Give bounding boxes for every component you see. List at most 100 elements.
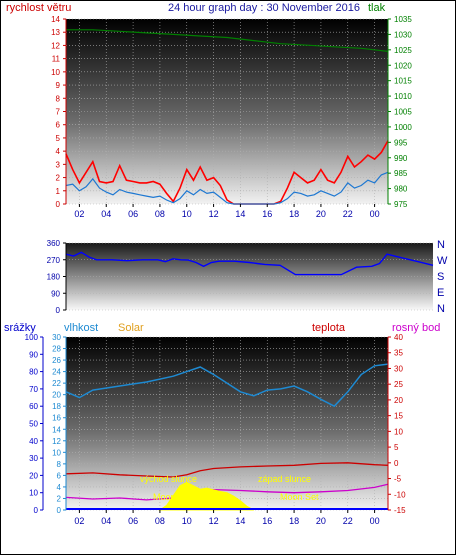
temp-tick-label: 5 — [394, 443, 399, 452]
x-tick-label: 08 — [155, 516, 165, 526]
left-tick-label: 7 — [56, 108, 61, 117]
x-tick-label: 04 — [101, 209, 111, 219]
rain-tick-label: 0 — [34, 506, 39, 515]
x-tick-label: 06 — [128, 516, 138, 526]
grid-1 — [66, 18, 388, 205]
left-tick-label: 1 — [56, 187, 61, 196]
left-tick-label: 14 — [51, 15, 60, 24]
x-tick-label: 12 — [209, 209, 219, 219]
humidity-tick-label: 28 — [52, 345, 61, 354]
temp-tick-label: -15 — [394, 506, 406, 515]
series-line-direction — [65, 251, 434, 276]
right-tick-label: 975 — [394, 200, 408, 209]
right-tick-label: 990 — [394, 154, 408, 163]
axes-1: 02 04 06 08 10 12 14 16 18 20 22 000123456789101112… — [51, 15, 412, 219]
right-tick-label: 1000 — [394, 123, 412, 132]
left-tick-label: 0 — [56, 306, 61, 315]
series-line-teplota — [65, 462, 389, 478]
left-tick-label: 10 — [51, 68, 60, 77]
annotation-sunset: západ slunce — [258, 474, 311, 484]
right-tick-label: 1005 — [394, 108, 412, 117]
x-tick-label: 00 — [370, 209, 380, 219]
series-line-gust — [65, 140, 389, 205]
left-tick-label: 0 — [56, 200, 61, 209]
left-tick-label: 90 — [51, 289, 60, 298]
temp-tick-label: 40 — [394, 333, 403, 342]
axis-label-rain: srážky — [4, 322, 36, 334]
temp-tick-label: 20 — [394, 396, 403, 405]
right-axis-label-1: tlak — [368, 2, 386, 14]
humidity-tick-label: 12 — [52, 437, 61, 446]
humidity-tick-label: 8 — [57, 460, 62, 469]
left-axis-label-1: rychlost větru — [6, 2, 71, 14]
series-line-tlak — [66, 29, 389, 52]
axes-3: 02 04 06 08 10 12 14 16 18 20 22 000246810121416182… — [25, 333, 406, 526]
left-tick-label: 360 — [47, 239, 61, 248]
left-tick-label: 4 — [56, 147, 61, 156]
rain-tick-label: 40 — [29, 437, 38, 446]
x-tick-label: 02 — [74, 209, 84, 219]
series-line-vlhkost — [65, 363, 389, 408]
plot-area-3 — [66, 337, 388, 510]
humidity-tick-label: 6 — [57, 471, 62, 480]
left-tick-label: 3 — [56, 160, 61, 169]
grid-3 — [66, 336, 388, 511]
temp-tick-label: 25 — [394, 380, 403, 389]
x-tick-label: 20 — [316, 516, 326, 526]
rain-tick-label: 30 — [29, 454, 38, 463]
x-tick-label: 14 — [235, 516, 245, 526]
annotations-3: východ slunce západ slunce Moon Ri Moon … — [140, 474, 319, 502]
series-1 — [65, 29, 389, 205]
humidity-tick-label: 26 — [52, 356, 61, 365]
rain-tick-label: 80 — [29, 368, 38, 377]
x-tick-label: 12 — [209, 516, 219, 526]
right-tick-label: 1020 — [394, 61, 412, 70]
temp-tick-label: 35 — [394, 349, 403, 358]
x-tick-label: 16 — [262, 209, 272, 219]
x-tick-label: 02 — [74, 516, 84, 526]
rain-tick-label: 10 — [29, 489, 38, 498]
annotation-moonset: Moon Set — [280, 492, 319, 502]
x-tick-label: 10 — [182, 209, 192, 219]
rain-tick-label: 50 — [29, 420, 38, 429]
axis-label-dewpoint: rosný bod — [392, 322, 440, 334]
rain-tick-label: 60 — [29, 402, 38, 411]
axis-label-humidity: vlhkost — [64, 322, 98, 334]
humidity-tick-label: 14 — [52, 425, 61, 434]
x-tick-label: 16 — [262, 516, 272, 526]
right-tick-label: 1010 — [394, 92, 412, 101]
plot-area-1 — [66, 19, 388, 204]
direction-label: N — [437, 303, 445, 315]
x-tick-label: 08 — [155, 209, 165, 219]
humidity-tick-label: 0 — [57, 506, 62, 515]
chart-title: 24 hour graph day : 30 November 2016 — [168, 2, 360, 14]
grid-2 — [66, 242, 433, 311]
direction-label: N — [437, 239, 445, 251]
humidity-tick-label: 24 — [52, 368, 61, 377]
humidity-tick-label: 30 — [52, 333, 61, 342]
left-tick-label: 270 — [47, 256, 61, 265]
humidity-tick-label: 4 — [57, 483, 62, 492]
right-tick-label: 995 — [394, 138, 408, 147]
left-tick-label: 180 — [47, 273, 61, 282]
temp-tick-label: 30 — [394, 364, 403, 373]
rain-tick-label: 100 — [25, 333, 39, 342]
humidity-tick-label: 10 — [52, 448, 61, 457]
temp-tick-label: 0 — [394, 459, 399, 468]
x-tick-label: 00 — [370, 516, 380, 526]
annotation-sunrise: východ slunce — [140, 474, 197, 484]
axis-label-solar: Solar — [118, 322, 144, 334]
left-tick-label: 2 — [56, 174, 61, 183]
right-tick-label: 1025 — [394, 46, 412, 55]
x-tick-label: 04 — [101, 516, 111, 526]
right-tick-label: 1035 — [394, 15, 412, 24]
x-tick-label: 06 — [128, 209, 138, 219]
x-tick-label: 22 — [343, 209, 353, 219]
right-tick-label: 1030 — [394, 30, 412, 39]
temp-tick-label: 10 — [394, 427, 403, 436]
series-area-solar — [158, 481, 255, 511]
temp-tick-label: -10 — [394, 490, 406, 499]
left-tick-label: 9 — [56, 81, 61, 90]
